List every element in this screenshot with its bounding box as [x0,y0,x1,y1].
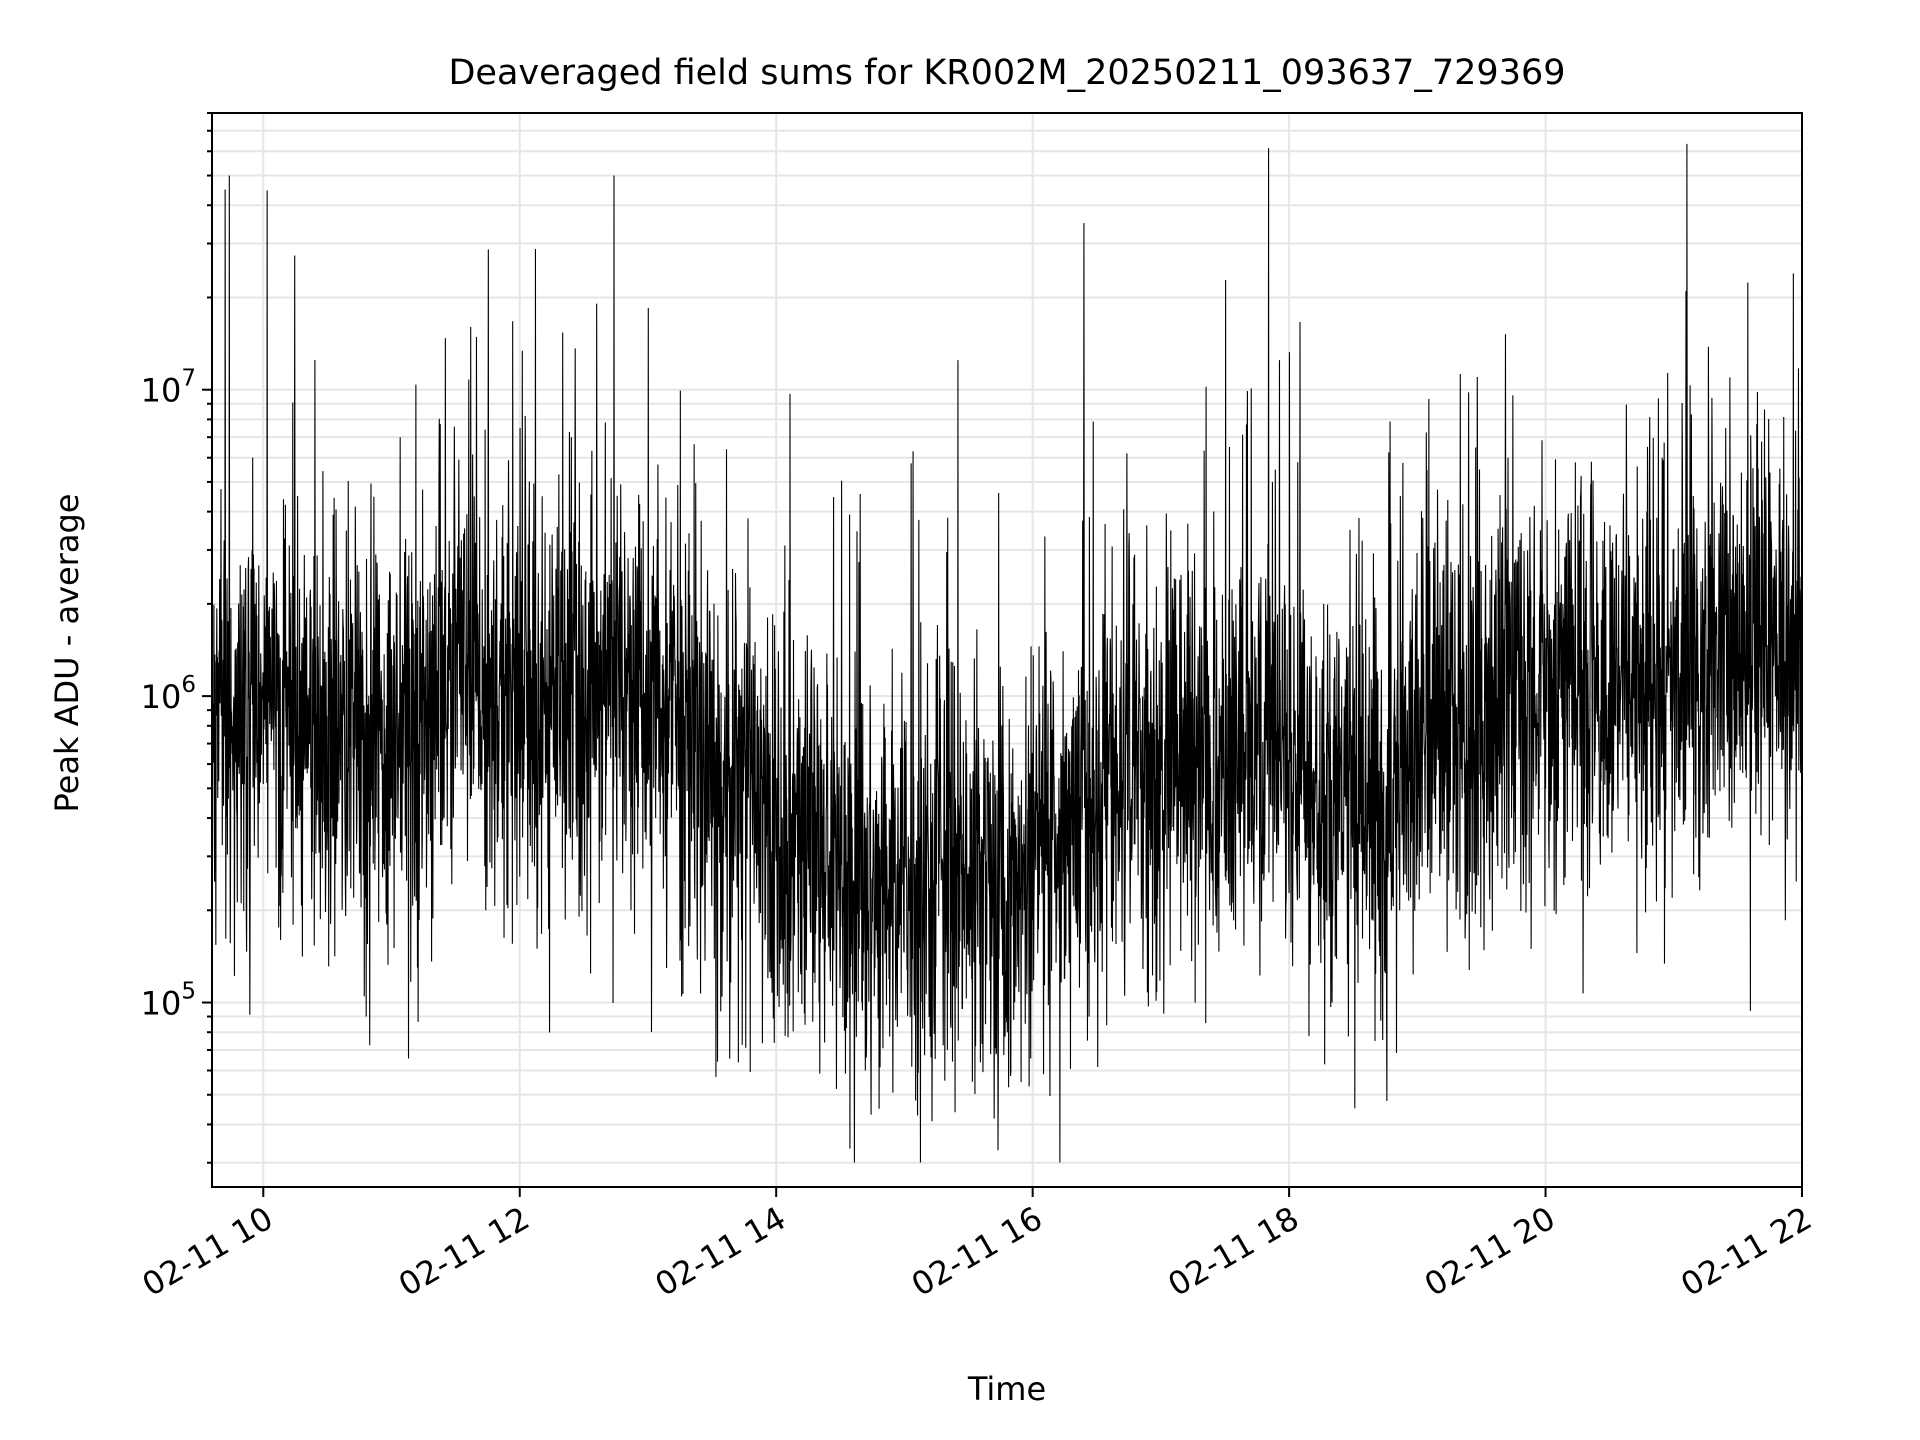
y-axis-label: Peak ADU - average [48,494,86,813]
y-tick-label: 106 [141,672,196,716]
data-series [212,143,1802,1163]
y-tick-label: 107 [141,366,196,410]
x-axis-label: Time [967,1370,1046,1408]
y-axis-ticks: 105 106 107 [141,112,212,1164]
y-tick-label: 105 [141,979,196,1023]
chart-title: Deaveraged field sums for KR002M_2025021… [448,53,1565,93]
series-line [212,143,1802,1163]
grid-lines [212,112,1803,1187]
plot-frame [211,112,1803,1188]
